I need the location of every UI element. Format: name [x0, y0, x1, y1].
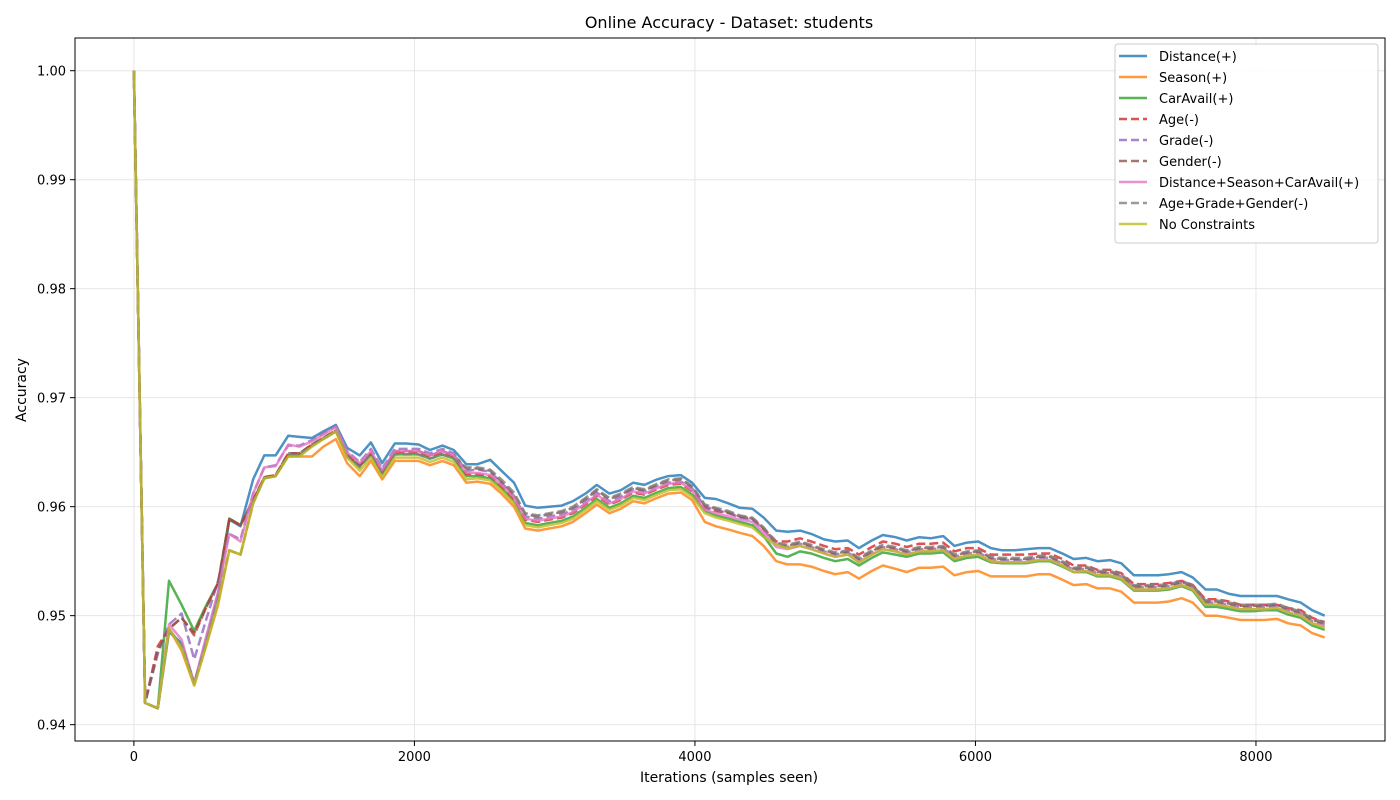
series-line [132, 70, 1326, 710]
x-tick-label: 4000 [678, 750, 711, 765]
x-tick-label: 2000 [398, 750, 431, 765]
series-line [132, 70, 1326, 710]
y-axis-title: Accuracy [14, 358, 30, 422]
series-lines [132, 70, 1326, 710]
chart-title: Online Accuracy - Dataset: students [585, 13, 873, 32]
axis-ticks: 0 2000 4000 6000 8000 0.94 0.95 0.96 0.97 0.98 0.9… [37, 65, 1272, 765]
y-tick-label: 0.96 [37, 501, 66, 516]
legend-label: Distance(+) [1159, 50, 1237, 65]
x-tick-label: 0 [130, 750, 138, 765]
legend-label: Distance+Season+CarAvail(+) [1159, 176, 1359, 191]
y-tick-label: 1.00 [37, 65, 66, 80]
legend: Distance(+) Season(+) CarAvail(+) Age(-) Gra… [1114, 43, 1379, 244]
y-tick-label: 0.95 [37, 610, 66, 625]
legend-label: Grade(-) [1159, 134, 1213, 149]
x-tick-label: 8000 [1239, 750, 1272, 765]
y-tick-label: 0.94 [37, 719, 66, 734]
legend-label: CarAvail(+) [1159, 92, 1233, 107]
legend-label: Age+Grade+Gender(-) [1159, 197, 1308, 212]
x-tick-label: 6000 [959, 750, 992, 765]
y-tick-label: 0.98 [37, 283, 66, 298]
y-tick-label: 0.97 [37, 392, 66, 407]
y-tick-label: 0.99 [37, 174, 66, 189]
legend-label: Age(-) [1159, 113, 1199, 128]
legend-label: Gender(-) [1159, 155, 1222, 170]
legend-box [1114, 43, 1379, 244]
x-axis-title: Iterations (samples seen) [640, 770, 818, 786]
legend-label: Season(+) [1159, 71, 1227, 86]
plot-frame [74, 37, 1386, 742]
legend-label: No Constraints [1159, 218, 1255, 233]
series-line [132, 70, 1326, 710]
